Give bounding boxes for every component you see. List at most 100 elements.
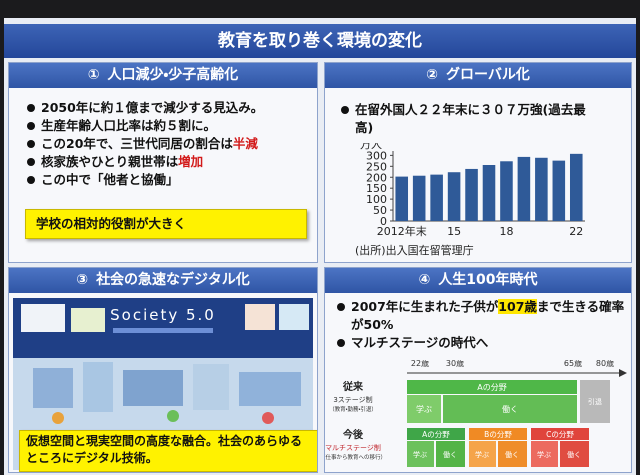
age-label: 30歳 (446, 360, 464, 368)
slide: 教育を取り巻く環境の変化 ① 人口減少・少子高齢化 2050年に約１億まで減少する… (4, 18, 636, 475)
illustration-building (123, 370, 183, 406)
future-fields: Aの分野 Bの分野 Cの分野 学ぶ 働く 学ぶ 働く 学ぶ 働く (407, 428, 589, 467)
field-strip (407, 428, 465, 440)
age-label: 80歳 (596, 360, 614, 368)
panel-number: ③ (76, 272, 89, 288)
illustration-icon (262, 412, 274, 424)
bar (552, 160, 566, 221)
unit-label: 万人 (360, 143, 382, 151)
bar (569, 153, 583, 221)
panel-header: ④ 人生100年時代 (325, 268, 631, 293)
bullet-text: まで生きる確率が50% (351, 299, 625, 332)
y-tick-label: 50 (373, 204, 387, 217)
bar (500, 161, 513, 221)
illustration-building (83, 362, 113, 412)
panel: ④ 人生100年時代 2007年に生まれた子供が107歳まで生きる確率が50% マ… (324, 267, 632, 473)
bullet-emphasis: 増加 (178, 154, 204, 169)
field-label: Aの分野 (422, 430, 450, 439)
slide-title: 教育を取り巻く環境の変化 (4, 24, 636, 58)
age-label: 65歳 (564, 360, 582, 368)
bar (517, 156, 531, 221)
illustration-title: Society 5.0 (110, 306, 216, 324)
age-label: 22歳 (411, 360, 429, 368)
stage-label: 引退 (588, 397, 602, 406)
bullet-text: 2050年に約１億まで減少する見込み。 (41, 100, 264, 115)
stage-label: 学ぶ (416, 404, 432, 414)
stage-label: 働く (567, 450, 581, 459)
x-tick-label: 22 (569, 225, 583, 238)
illustration-building (33, 368, 73, 408)
panel-header: ③ 社会の急速なデジタル化 (9, 268, 317, 293)
panel: ③ 社会の急速なデジタル化 Society 5.0 仮想空間と現実空間の高度な融合… (8, 267, 318, 473)
field-strip (469, 428, 527, 440)
bullet: 在留外国人２２年末に３０７万強(過去最高) (339, 101, 589, 137)
row-system: マルチステージ制 (325, 443, 381, 452)
field-label: Cの分野 (546, 430, 574, 439)
stage-box (580, 380, 610, 423)
life-stage-diagram: 22歳 30歳 65歳 80歳 従来 3ステージ制 （教育・勤務・引退） Aの分… (325, 360, 627, 467)
stage-label: 学ぶ (475, 450, 489, 459)
panel-heading: グローバル化 (445, 67, 530, 83)
bullet: マルチステージの時代へ (335, 334, 627, 352)
y-tick-label: 100 (366, 193, 387, 206)
illustration-panel (279, 304, 309, 330)
stage-label: 学ぶ (413, 450, 427, 459)
panel-heading: 人口減少・少子高齢化 (107, 67, 239, 83)
bullet: この中で「他者と協働」 (25, 171, 263, 189)
x-tick-label: 2012年末 (377, 224, 427, 238)
y-tick-label: 0 (380, 215, 387, 228)
stage-box (469, 441, 496, 467)
illustration-building (193, 364, 229, 410)
bullet-emphasis: 107歳 (498, 299, 537, 314)
stage-label: 働く (505, 450, 519, 459)
stage-box (531, 441, 558, 467)
bar (430, 174, 443, 221)
stage-label: 学ぶ (537, 450, 551, 459)
illustration-caption-bar (113, 328, 213, 333)
bullet-text: 2007年に生まれた子供が (351, 299, 499, 314)
bullet-list: 在留外国人２２年末に３０７万強(過去最高) (339, 101, 589, 137)
stage-box (443, 395, 577, 423)
y-tick-label: 250 (366, 160, 387, 173)
illustration-icon (167, 410, 179, 422)
field-strip (531, 428, 589, 440)
bullet: 2050年に約１億まで減少する見込み。 (25, 99, 263, 117)
panel-number: ④ (418, 272, 431, 288)
row-note: （教育・勤務・引退） (329, 405, 377, 413)
bullet-text: マルチステージの時代へ (351, 335, 489, 350)
bar (535, 157, 548, 221)
bullet-list: 2050年に約１億まで減少する見込み。 生産年齢人口比率は約５割に。 この20年… (25, 99, 263, 189)
bullet-text: 在留外国人２２年末に３０７万強(過去最高) (355, 102, 586, 135)
bar (395, 176, 409, 221)
row-label: 今後 (343, 428, 364, 441)
bullet: 核家族やひとり親世帯は増加 (25, 153, 263, 171)
field-label: Bの分野 (484, 430, 512, 439)
panel-number: ① (87, 67, 100, 83)
illustration-panel (21, 304, 65, 332)
field-label: Aの分野 (477, 383, 506, 392)
bullet-text: この20年で、三世代同居の割合は (41, 136, 233, 151)
illustration-panel (71, 308, 105, 332)
callout: 仮想空間と現実空間の高度な融合。社会のあらゆるところにデジタル技術。 (19, 430, 317, 472)
illustration-panel (245, 304, 275, 330)
bar (465, 168, 478, 221)
bullet: 生産年齢人口比率は約５割に。 (25, 117, 263, 135)
stage-box (436, 441, 465, 467)
panel: ① 人口減少・少子高齢化 2050年に約１億まで減少する見込み。 生産年齢人口比率… (8, 62, 318, 263)
illustration-building (239, 372, 301, 406)
row-label: 従来 (342, 380, 364, 393)
row-note: （仕事から教育への移行） (325, 453, 386, 461)
panel-header: ② グローバル化 (325, 63, 631, 88)
stage-box (407, 395, 441, 423)
panel: ② グローバル化 在留外国人２２年末に３０７万強(過去最高) 万人 0 50 100 15… (324, 62, 632, 263)
y-tick-label: 300 (366, 149, 387, 162)
panel-heading: 社会の急速なデジタル化 (96, 272, 250, 288)
stage-label: 働く (443, 450, 457, 459)
illustration-icon (52, 412, 64, 424)
callout: 学校の相対的役割が大きく (25, 209, 307, 239)
panel-header: ① 人口減少・少子高齢化 (9, 63, 317, 88)
bar (412, 175, 426, 221)
x-tick-label: 18 (499, 225, 513, 238)
